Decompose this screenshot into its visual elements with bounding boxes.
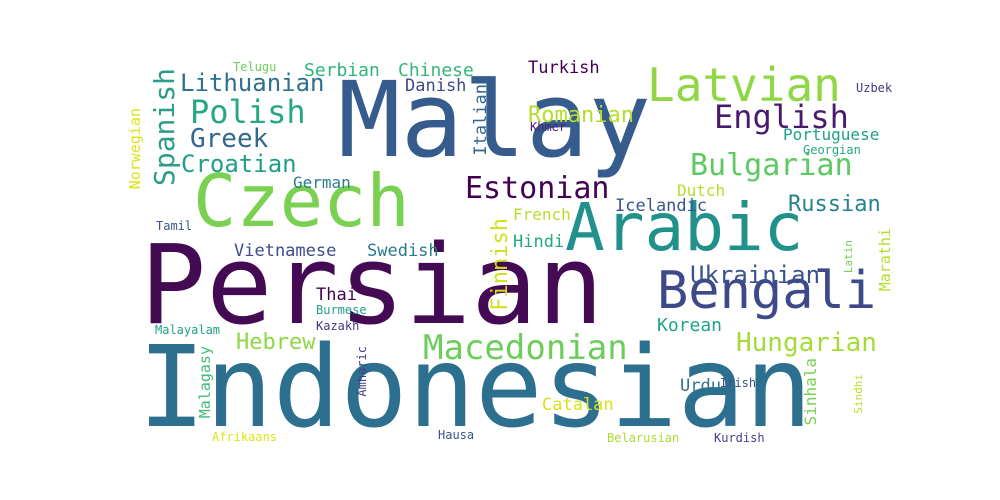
word-icelandic: Icelandic bbox=[615, 196, 708, 216]
word-hungarian: Hungarian bbox=[736, 328, 877, 358]
word-estonian: Estonian bbox=[465, 171, 610, 206]
word-french: French bbox=[513, 205, 571, 224]
word-polish: Polish bbox=[190, 93, 306, 131]
word-burmese: Burmese bbox=[316, 303, 367, 317]
word-swedish: Swedish bbox=[367, 241, 439, 261]
word-latvian: Latvian bbox=[647, 58, 841, 112]
word-telugu: Telugu bbox=[233, 60, 277, 74]
word-bulgarian: Bulgarian bbox=[690, 148, 853, 183]
word-chinese: Chinese bbox=[398, 60, 474, 81]
word-persian: Persian bbox=[140, 221, 604, 349]
word-belarusian: Belarusian bbox=[607, 431, 680, 445]
word-catalan: Catalan bbox=[542, 395, 614, 415]
word-uzbek: Uzbek bbox=[856, 81, 893, 95]
word-georgian: Georgian bbox=[803, 143, 861, 157]
word-italian: Italian bbox=[471, 84, 491, 156]
word-latin: Latin bbox=[842, 240, 855, 274]
word-danish: Danish bbox=[405, 76, 467, 96]
word-portuguese: Portuguese bbox=[783, 125, 880, 144]
word-russian: Russian bbox=[788, 192, 881, 217]
word-indonesian: Indonesian bbox=[138, 323, 813, 453]
word-croatian: Croatian bbox=[181, 150, 297, 178]
word-turkish: Turkish bbox=[528, 58, 600, 78]
word-sinhala: Sinhala bbox=[801, 358, 820, 426]
word-marathi: Marathi bbox=[876, 228, 894, 292]
word-hebrew: Hebrew bbox=[236, 330, 316, 355]
word-czech: Czech bbox=[193, 159, 410, 243]
word-thai: Thai bbox=[316, 285, 357, 305]
word-serbian: Serbian bbox=[304, 60, 380, 81]
word-amharic: Amharic bbox=[355, 346, 369, 397]
word-tamil: Tamil bbox=[156, 219, 193, 233]
word-malagasy: Malagasy bbox=[196, 346, 214, 419]
word-german: German bbox=[293, 173, 351, 192]
word-arabic: Arabic bbox=[565, 189, 804, 266]
word-spanish: Spanish bbox=[148, 68, 181, 187]
word-lithuanian: Lithuanian bbox=[180, 69, 325, 97]
word-kurdish: Kurdish bbox=[714, 431, 765, 445]
word-hindi: Hindi bbox=[513, 232, 565, 252]
word-romanian: Romanian bbox=[528, 103, 634, 128]
word-korean: Korean bbox=[657, 315, 723, 336]
word-malay: Malay bbox=[338, 59, 652, 181]
word-hausa: Hausa bbox=[438, 428, 475, 442]
word-bengali: Bengali bbox=[657, 261, 877, 321]
word-afrikaans: Afrikaans bbox=[212, 430, 278, 444]
word-norwegian: Norwegian bbox=[126, 108, 144, 190]
word-malayalam: Malayalam bbox=[155, 323, 221, 337]
word-english: English bbox=[714, 98, 849, 136]
word-macedonian: Macedonian bbox=[423, 328, 628, 368]
word-kazakh: Kazakh bbox=[316, 319, 360, 333]
word-greek: Greek bbox=[190, 124, 269, 154]
word-vietnamese: Vietnamese bbox=[234, 241, 337, 261]
word-khmer: Khmer bbox=[530, 120, 567, 134]
word-finnish: Finnish bbox=[488, 218, 513, 311]
word-irish: Irish bbox=[720, 376, 757, 390]
word-sindhi: Sindhi bbox=[852, 374, 865, 414]
word-ukrainian: Ukrainian bbox=[690, 261, 821, 289]
word-urdu: Urdu bbox=[680, 376, 721, 396]
word-dutch: Dutch bbox=[677, 181, 726, 200]
